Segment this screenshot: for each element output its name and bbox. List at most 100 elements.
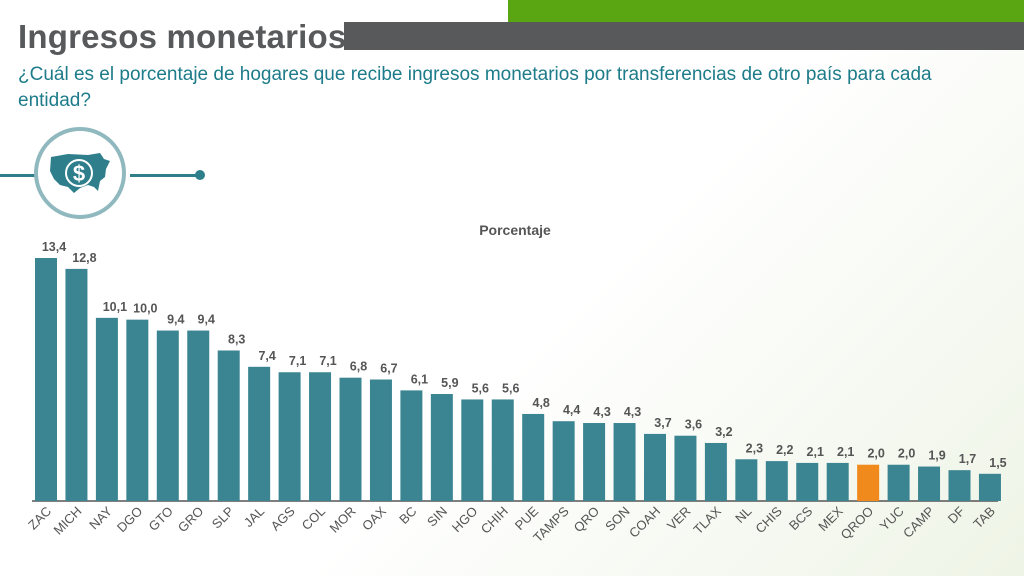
data-label: 9,4 xyxy=(167,313,184,327)
bar-gto xyxy=(156,330,179,501)
tick-label: NL xyxy=(732,504,754,526)
page-title: Ingresos monetarios xyxy=(18,18,347,55)
bar-df xyxy=(948,470,971,501)
data-label: 2,2 xyxy=(776,443,793,457)
tick-label: DF xyxy=(945,503,968,526)
data-label: 6,8 xyxy=(350,360,367,374)
svg-text:$: $ xyxy=(73,161,85,186)
tick-label: SIN xyxy=(424,504,450,530)
tick-label: MOR xyxy=(327,504,359,536)
tick-label: GRO xyxy=(175,504,207,536)
tick-label: ZAC xyxy=(25,504,54,533)
data-label: 5,6 xyxy=(502,381,519,395)
data-label: 1,9 xyxy=(928,449,945,463)
tick-label: COL xyxy=(299,504,329,534)
icon-connector-right xyxy=(130,174,200,177)
bar-gro xyxy=(187,330,210,501)
bar-camp xyxy=(918,466,941,501)
tick-label: JAL xyxy=(241,504,267,530)
bar-tab xyxy=(978,473,1001,501)
data-label: 10,0 xyxy=(133,302,157,316)
data-label: 2,3 xyxy=(746,441,763,455)
data-label: 3,2 xyxy=(715,425,732,439)
data-label: 5,9 xyxy=(441,376,458,390)
data-label: 12,8 xyxy=(72,251,96,265)
bar-pue xyxy=(522,413,545,501)
bar-hgo xyxy=(461,399,484,501)
tick-label: BCS xyxy=(786,503,816,533)
bar-jal xyxy=(248,366,271,501)
data-label: 2,1 xyxy=(837,445,854,459)
tick-label: CAMP xyxy=(900,504,937,541)
bar-chih xyxy=(491,399,514,501)
tick-label: HGO xyxy=(449,504,481,536)
data-label: 3,7 xyxy=(654,416,671,430)
data-label: 10,1 xyxy=(103,300,127,314)
data-label: 4,3 xyxy=(593,405,610,419)
tick-label: TAB xyxy=(970,504,998,532)
tick-label: CHIH xyxy=(478,504,511,537)
bar-zac xyxy=(35,258,57,501)
bar-bc xyxy=(400,390,423,501)
usa-map-dollar-icon: $ xyxy=(34,127,126,219)
data-label: 7,1 xyxy=(319,354,336,368)
data-label: 1,7 xyxy=(959,452,976,466)
data-label: 2,0 xyxy=(867,447,884,461)
bar-sin xyxy=(430,394,453,501)
bar-qro xyxy=(583,423,606,501)
tick-label: NAY xyxy=(86,503,115,532)
bar-mich xyxy=(65,268,88,501)
data-label: 13,4 xyxy=(42,240,66,254)
bar-bcs xyxy=(796,462,819,501)
tick-label: SLP xyxy=(209,504,237,532)
data-label: 5,6 xyxy=(472,381,489,395)
bar-mor xyxy=(339,377,362,501)
header-accent-gray xyxy=(344,22,1024,50)
bar-oax xyxy=(369,379,392,501)
bar-coah xyxy=(644,433,666,501)
tick-label: QRO xyxy=(571,504,603,536)
data-label: 4,8 xyxy=(533,396,550,410)
tick-label: QROO xyxy=(838,504,877,543)
data-label: 2,0 xyxy=(898,447,915,461)
bar-son xyxy=(613,423,636,501)
tick-label: DGO xyxy=(114,504,146,536)
page-subtitle: ¿Cuál es el porcentaje de hogares que re… xyxy=(18,64,932,111)
bar-ver xyxy=(674,435,697,501)
bar-slp xyxy=(217,350,240,501)
bar-ags xyxy=(278,372,301,501)
data-label: 4,3 xyxy=(624,405,641,419)
data-label: 7,1 xyxy=(289,354,306,368)
data-label: 2,1 xyxy=(807,445,824,459)
icon-connector-dot xyxy=(195,170,205,180)
data-label: 3,6 xyxy=(685,418,702,432)
tick-label: OAX xyxy=(359,503,389,533)
icon-connector-left xyxy=(0,174,40,177)
bar-tlax xyxy=(704,442,727,501)
data-label: 6,7 xyxy=(380,362,397,376)
tick-label: BC xyxy=(396,504,419,527)
bar-chis xyxy=(765,461,788,501)
tick-label: TLAX xyxy=(690,503,724,537)
bar-nl xyxy=(735,459,758,501)
bar-col xyxy=(309,372,332,501)
bar-mex xyxy=(826,462,849,501)
data-label: 6,1 xyxy=(411,372,428,386)
data-label: 4,4 xyxy=(563,403,580,417)
tick-label: AGS xyxy=(268,503,298,533)
data-label: 1,5 xyxy=(989,456,1006,470)
tick-label: GTO xyxy=(146,504,176,534)
tick-label: CHIS xyxy=(752,503,785,536)
tick-label: COAH xyxy=(626,504,663,541)
chart-title: Porcentaje xyxy=(479,222,551,238)
data-label: 9,4 xyxy=(198,313,215,327)
bar-qroo xyxy=(857,464,880,501)
bar-dgo xyxy=(126,319,149,501)
data-label: 7,4 xyxy=(258,349,275,363)
tick-label: VER xyxy=(664,504,694,534)
bar-yuc xyxy=(887,464,910,501)
bar-nay xyxy=(95,317,118,501)
header-accent-green xyxy=(508,0,1024,22)
data-label: 8,3 xyxy=(228,332,245,346)
